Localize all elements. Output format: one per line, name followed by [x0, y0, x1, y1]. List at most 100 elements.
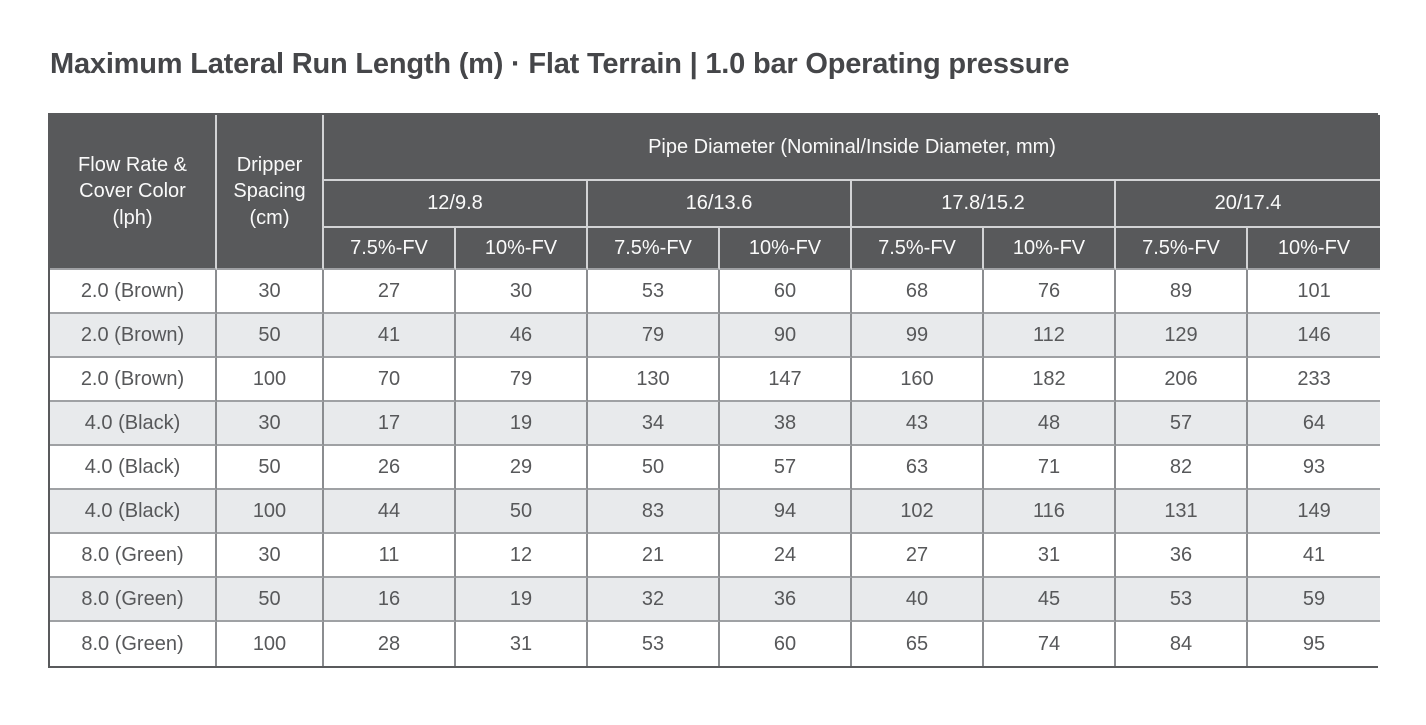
col-header-fv: 10%-FV — [720, 228, 852, 270]
cell-value: 70 — [324, 358, 456, 402]
cell-value: 53 — [588, 270, 720, 314]
cell-value: 27 — [852, 534, 984, 578]
col-header-fv: 10%-FV — [984, 228, 1116, 270]
cell-value: 59 — [1248, 578, 1381, 622]
table-row: 4.0 (Black) 30 17 19 34 38 43 48 57 64 — [50, 402, 1381, 446]
cell-value: 116 — [984, 490, 1116, 534]
cell-value: 90 — [720, 314, 852, 358]
cell-value: 36 — [720, 578, 852, 622]
cell-value: 131 — [1116, 490, 1248, 534]
cell-value: 16 — [324, 578, 456, 622]
cell-value: 46 — [456, 314, 588, 358]
cell-value: 146 — [1248, 314, 1381, 358]
cell-dripper-spacing: 100 — [217, 490, 324, 534]
cell-value: 149 — [1248, 490, 1381, 534]
cell-flow-rate: 4.0 (Black) — [50, 402, 217, 446]
cell-value: 17 — [324, 402, 456, 446]
header-row-top: Flow Rate & Cover Color (lph) Dripper Sp… — [50, 115, 1381, 270]
cell-value: 41 — [324, 314, 456, 358]
col-header-dripper-spacing: Dripper Spacing (cm) — [217, 115, 324, 270]
cell-value: 112 — [984, 314, 1116, 358]
cell-dripper-spacing: 50 — [217, 314, 324, 358]
cell-flow-rate: 4.0 (Black) — [50, 490, 217, 534]
cell-value: 94 — [720, 490, 852, 534]
cell-value: 32 — [588, 578, 720, 622]
cell-dripper-spacing: 100 — [217, 358, 324, 402]
cell-dripper-spacing: 100 — [217, 622, 324, 666]
cell-value: 43 — [852, 402, 984, 446]
cell-value: 45 — [984, 578, 1116, 622]
cell-value: 12 — [456, 534, 588, 578]
col-header-fv: 7.5%-FV — [1116, 228, 1248, 270]
table-body: 2.0 (Brown) 30 27 30 53 60 68 76 89 101 … — [50, 270, 1381, 666]
cell-value: 95 — [1248, 622, 1381, 666]
table-row: 8.0 (Green) 30 11 12 21 24 27 31 36 41 — [50, 534, 1381, 578]
col-header-fv: 7.5%-FV — [852, 228, 984, 270]
cell-dripper-spacing: 50 — [217, 446, 324, 490]
col-header-diameter-16-13-6: 16/13.6 — [588, 181, 852, 228]
table-row: 8.0 (Green) 50 16 19 32 36 40 45 53 59 — [50, 578, 1381, 622]
cell-value: 41 — [1248, 534, 1381, 578]
cell-dripper-spacing: 30 — [217, 402, 324, 446]
cell-value: 83 — [588, 490, 720, 534]
cell-value: 76 — [984, 270, 1116, 314]
cell-flow-rate: 8.0 (Green) — [50, 534, 217, 578]
cell-value: 21 — [588, 534, 720, 578]
col-header-diameter-20-17-4: 20/17.4 — [1116, 181, 1381, 228]
cell-flow-rate: 8.0 (Green) — [50, 578, 217, 622]
cell-dripper-spacing: 30 — [217, 534, 324, 578]
header-row-flow-variation: 7.5%-FV 10%-FV 7.5%-FV 10%-FV 7.5%-FV 10… — [50, 228, 1381, 270]
cell-value: 102 — [852, 490, 984, 534]
cell-value: 36 — [1116, 534, 1248, 578]
cell-value: 57 — [720, 446, 852, 490]
cell-value: 160 — [852, 358, 984, 402]
cell-value: 206 — [1116, 358, 1248, 402]
cell-value: 11 — [324, 534, 456, 578]
cell-flow-rate: 2.0 (Brown) — [50, 314, 217, 358]
cell-value: 57 — [1116, 402, 1248, 446]
cell-value: 27 — [324, 270, 456, 314]
cell-value: 53 — [588, 622, 720, 666]
table-row: 2.0 (Brown) 50 41 46 79 90 99 112 129 14… — [50, 314, 1381, 358]
cell-value: 101 — [1248, 270, 1381, 314]
table-row: 2.0 (Brown) 100 70 79 130 147 160 182 20… — [50, 358, 1381, 402]
cell-value: 64 — [1248, 402, 1381, 446]
cell-value: 129 — [1116, 314, 1248, 358]
col-header-fv: 10%-FV — [1248, 228, 1381, 270]
cell-value: 60 — [720, 270, 852, 314]
cell-value: 38 — [720, 402, 852, 446]
col-header-flow-rate-cover-color: Flow Rate & Cover Color (lph) — [50, 115, 217, 270]
cell-value: 79 — [456, 358, 588, 402]
cell-dripper-spacing: 30 — [217, 270, 324, 314]
cell-value: 60 — [720, 622, 852, 666]
header-row-diameters: 12/9.8 16/13.6 17.8/15.2 20/17.4 — [50, 181, 1381, 228]
cell-value: 84 — [1116, 622, 1248, 666]
cell-value: 71 — [984, 446, 1116, 490]
cell-value: 50 — [588, 446, 720, 490]
data-table: Flow Rate & Cover Color (lph) Dripper Sp… — [50, 115, 1381, 666]
cell-value: 99 — [852, 314, 984, 358]
cell-value: 19 — [456, 402, 588, 446]
cell-value: 233 — [1248, 358, 1381, 402]
cell-flow-rate: 2.0 (Brown) — [50, 270, 217, 314]
table-header: Flow Rate & Cover Color (lph) Dripper Sp… — [50, 115, 1381, 270]
col-header-fv: 7.5%-FV — [588, 228, 720, 270]
cell-value: 30 — [456, 270, 588, 314]
cell-dripper-spacing: 50 — [217, 578, 324, 622]
cell-value: 63 — [852, 446, 984, 490]
cell-value: 147 — [720, 358, 852, 402]
cell-value: 29 — [456, 446, 588, 490]
page-title: Maximum Lateral Run Length (m) · Flat Te… — [50, 48, 1070, 80]
cell-value: 48 — [984, 402, 1116, 446]
cell-value: 44 — [324, 490, 456, 534]
col-header-diameter-12-9-8: 12/9.8 — [324, 181, 588, 228]
col-header-pipe-diameter: Pipe Diameter (Nominal/Inside Diameter, … — [324, 115, 1381, 181]
cell-value: 31 — [456, 622, 588, 666]
cell-value: 19 — [456, 578, 588, 622]
cell-value: 182 — [984, 358, 1116, 402]
col-header-fv: 10%-FV — [456, 228, 588, 270]
cell-value: 31 — [984, 534, 1116, 578]
cell-flow-rate: 8.0 (Green) — [50, 622, 217, 666]
table-row: 4.0 (Black) 100 44 50 83 94 102 116 131 … — [50, 490, 1381, 534]
cell-value: 65 — [852, 622, 984, 666]
